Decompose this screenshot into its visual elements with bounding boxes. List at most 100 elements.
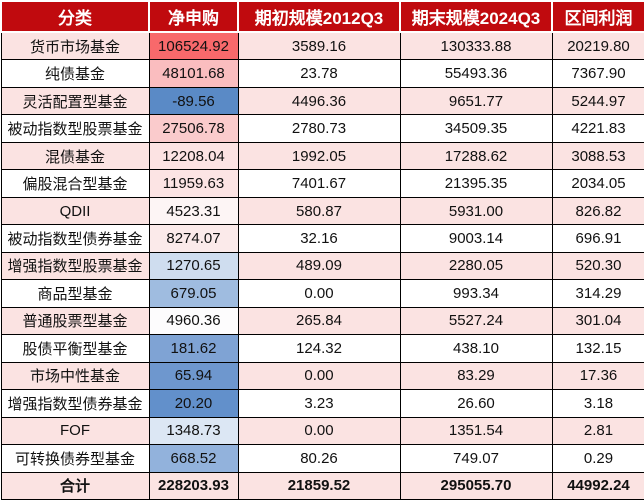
- table-row: 增强指数型债券基金 20.20 3.23 26.60 3.18: [0, 389, 644, 418]
- interval-profit-cell: 2034.05: [551, 169, 644, 198]
- end-scale-cell: 130333.88: [399, 31, 553, 61]
- interval-profit-cell: 7367.90: [551, 59, 644, 88]
- category-cell: FOF: [0, 416, 150, 446]
- interval-profit-cell: 2.81: [551, 416, 644, 446]
- net-subscription-cell: 668.52: [148, 444, 239, 473]
- table-header: 分类 净申购 期初规模2012Q3 期末规模2024Q3 区间利润: [0, 0, 644, 33]
- net-subscription-cell: 4960.36: [148, 306, 239, 336]
- category-cell: QDII: [0, 196, 150, 226]
- total-begin-scale-cell: 21859.52: [237, 471, 401, 500]
- interval-profit-cell: 0.29: [551, 444, 644, 473]
- begin-scale-cell: 489.09: [237, 251, 401, 281]
- net-subscription-cell: 679.05: [148, 279, 239, 308]
- end-scale-cell: 993.34: [399, 279, 553, 308]
- category-cell: 普通股票型基金: [0, 306, 150, 336]
- table-row: 商品型基金 679.05 0.00 993.34 314.29: [0, 279, 644, 308]
- begin-scale-cell: 3.23: [237, 389, 401, 418]
- category-cell: 被动指数型股票基金: [0, 114, 150, 143]
- interval-profit-cell: 132.15: [551, 334, 644, 363]
- header-end-scale: 期末规模2024Q3: [399, 0, 553, 33]
- header-interval-profit: 区间利润: [551, 0, 644, 33]
- begin-scale-cell: 4496.36: [237, 86, 401, 116]
- total-row: 合计 228203.93 21859.52 295055.70 44992.24: [0, 471, 644, 500]
- category-cell: 货币市场基金: [0, 31, 150, 61]
- net-subscription-cell: 48101.68: [148, 59, 239, 88]
- begin-scale-cell: 0.00: [237, 279, 401, 308]
- category-cell: 偏股混合型基金: [0, 169, 150, 198]
- interval-profit-cell: 826.82: [551, 196, 644, 226]
- begin-scale-cell: 265.84: [237, 306, 401, 336]
- header-net-subscription: 净申购: [148, 0, 239, 33]
- category-cell: 被动指数型债券基金: [0, 224, 150, 253]
- total-interval-profit-cell: 44992.24: [551, 471, 644, 500]
- net-subscription-cell: 181.62: [148, 334, 239, 363]
- begin-scale-cell: 2780.73: [237, 114, 401, 143]
- interval-profit-cell: 301.04: [551, 306, 644, 336]
- end-scale-cell: 55493.36: [399, 59, 553, 88]
- end-scale-cell: 9003.14: [399, 224, 553, 253]
- table-row: 市场中性基金 65.94 0.00 83.29 17.36: [0, 361, 644, 391]
- category-cell: 混债基金: [0, 141, 150, 171]
- interval-profit-cell: 520.30: [551, 251, 644, 281]
- table-row: 纯债基金 48101.68 23.78 55493.36 7367.90: [0, 59, 644, 88]
- category-cell: 纯债基金: [0, 59, 150, 88]
- net-subscription-cell: 8274.07: [148, 224, 239, 253]
- end-scale-cell: 34509.35: [399, 114, 553, 143]
- table-row: 被动指数型股票基金 27506.78 2780.73 34509.35 4221…: [0, 114, 644, 143]
- table-body: 货币市场基金 106524.92 3589.16 130333.88 20219…: [0, 31, 644, 500]
- category-cell: 股债平衡型基金: [0, 334, 150, 363]
- begin-scale-cell: 7401.67: [237, 169, 401, 198]
- net-subscription-cell: 4523.31: [148, 196, 239, 226]
- interval-profit-cell: 3.18: [551, 389, 644, 418]
- interval-profit-cell: 696.91: [551, 224, 644, 253]
- net-subscription-cell: 27506.78: [148, 114, 239, 143]
- interval-profit-cell: 20219.80: [551, 31, 644, 61]
- table-row: 偏股混合型基金 11959.63 7401.67 21395.35 2034.0…: [0, 169, 644, 198]
- category-cell: 市场中性基金: [0, 361, 150, 391]
- table-row: 灵活配置型基金 -89.56 4496.36 9651.77 5244.97: [0, 86, 644, 116]
- category-cell: 可转换债券型基金: [0, 444, 150, 473]
- end-scale-cell: 21395.35: [399, 169, 553, 198]
- begin-scale-cell: 1992.05: [237, 141, 401, 171]
- interval-profit-cell: 5244.97: [551, 86, 644, 116]
- header-begin-scale: 期初规模2012Q3: [237, 0, 401, 33]
- begin-scale-cell: 32.16: [237, 224, 401, 253]
- end-scale-cell: 1351.54: [399, 416, 553, 446]
- end-scale-cell: 5931.00: [399, 196, 553, 226]
- net-subscription-cell: 1348.73: [148, 416, 239, 446]
- end-scale-cell: 5527.24: [399, 306, 553, 336]
- table-row: 货币市场基金 106524.92 3589.16 130333.88 20219…: [0, 31, 644, 61]
- total-end-scale-cell: 295055.70: [399, 471, 553, 500]
- net-subscription-cell: -89.56: [148, 86, 239, 116]
- begin-scale-cell: 0.00: [237, 416, 401, 446]
- total-label-cell: 合计: [0, 471, 150, 500]
- net-subscription-cell: 106524.92: [148, 31, 239, 61]
- end-scale-cell: 26.60: [399, 389, 553, 418]
- total-net-subscription-cell: 228203.93: [148, 471, 239, 500]
- end-scale-cell: 83.29: [399, 361, 553, 391]
- table-row: QDII 4523.31 580.87 5931.00 826.82: [0, 196, 644, 226]
- table-row: 被动指数型债券基金 8274.07 32.16 9003.14 696.91: [0, 224, 644, 253]
- table-row: 混债基金 12208.04 1992.05 17288.62 3088.53: [0, 141, 644, 171]
- header-category: 分类: [0, 0, 150, 33]
- table-row: FOF 1348.73 0.00 1351.54 2.81: [0, 416, 644, 446]
- category-cell: 商品型基金: [0, 279, 150, 308]
- interval-profit-cell: 314.29: [551, 279, 644, 308]
- header-row: 分类 净申购 期初规模2012Q3 期末规模2024Q3 区间利润: [0, 0, 644, 33]
- table-row: 增强指数型股票基金 1270.65 489.09 2280.05 520.30: [0, 251, 644, 281]
- net-subscription-cell: 12208.04: [148, 141, 239, 171]
- category-cell: 增强指数型股票基金: [0, 251, 150, 281]
- net-subscription-cell: 1270.65: [148, 251, 239, 281]
- begin-scale-cell: 80.26: [237, 444, 401, 473]
- begin-scale-cell: 23.78: [237, 59, 401, 88]
- end-scale-cell: 9651.77: [399, 86, 553, 116]
- category-cell: 灵活配置型基金: [0, 86, 150, 116]
- category-cell: 增强指数型债券基金: [0, 389, 150, 418]
- interval-profit-cell: 17.36: [551, 361, 644, 391]
- end-scale-cell: 749.07: [399, 444, 553, 473]
- end-scale-cell: 438.10: [399, 334, 553, 363]
- begin-scale-cell: 124.32: [237, 334, 401, 363]
- begin-scale-cell: 3589.16: [237, 31, 401, 61]
- table-row: 可转换债券型基金 668.52 80.26 749.07 0.29: [0, 444, 644, 473]
